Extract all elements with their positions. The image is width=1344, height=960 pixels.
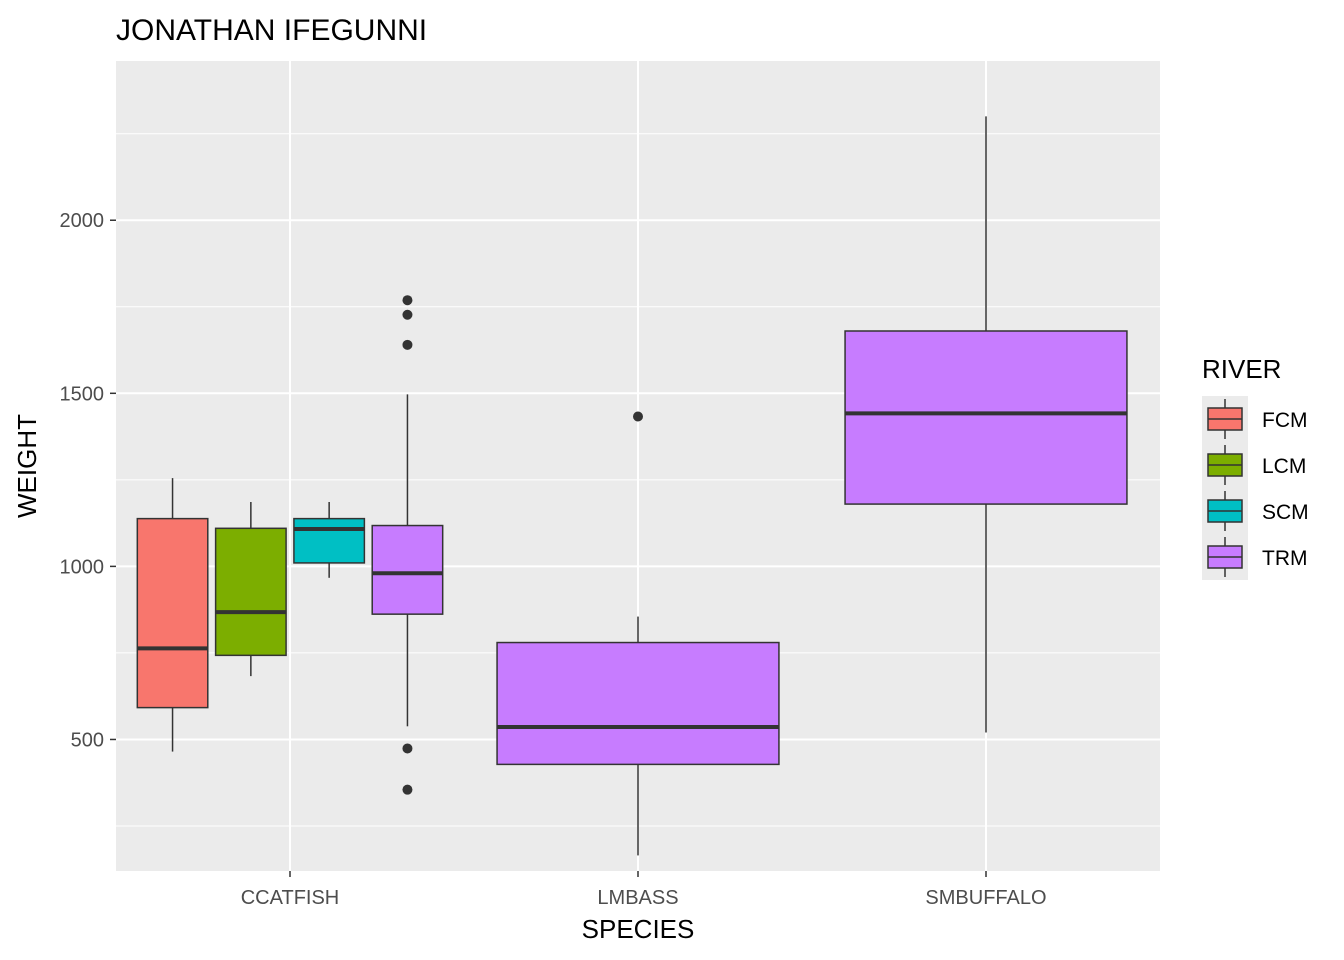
x-axis: CCATFISH LMBASS SMBUFFALO	[241, 871, 1047, 909]
y-tick-label: 1500	[60, 383, 105, 405]
box-ccatfish-lcm	[214, 502, 287, 677]
outlier-point	[402, 295, 413, 306]
box-ccatfish-scm	[293, 502, 366, 578]
legend-key-trm: TRM	[1202, 534, 1308, 580]
outlier-point	[402, 743, 413, 754]
legend-keys: FCM LCM SCM TRM	[1202, 396, 1309, 580]
chart-title: JONATHAN IFEGUNNI	[116, 14, 427, 47]
outlier-point	[402, 309, 413, 320]
box-iqr	[496, 641, 780, 766]
y-axis: 500 1000 1500 2000	[60, 210, 116, 751]
legend-key-scm: SCM	[1202, 488, 1309, 534]
x-tick-label: SMBUFFALO	[925, 887, 1046, 909]
box-iqr	[844, 330, 1128, 505]
legend-label: FCM	[1262, 409, 1308, 432]
box-iqr	[293, 517, 366, 564]
box-iqr	[371, 524, 444, 615]
x-tick-label: CCATFISH	[241, 887, 340, 909]
y-tick-label: 500	[71, 729, 104, 751]
legend-title: RIVER	[1202, 354, 1281, 384]
legend-label: LCM	[1262, 455, 1306, 478]
box-iqr	[136, 517, 209, 709]
outlier-point	[402, 339, 413, 350]
outlier-point	[633, 411, 643, 422]
legend-label: SCM	[1262, 501, 1309, 524]
box-lmbass-trm	[496, 411, 780, 856]
box-smbuffalo-trm	[844, 116, 1128, 733]
y-tick-label: 2000	[60, 210, 105, 232]
legend: RIVER FCM LCM SCM TRM	[1202, 354, 1309, 580]
outlier-point	[402, 784, 413, 795]
legend-label: TRM	[1262, 547, 1308, 570]
y-tick-label: 1000	[60, 556, 105, 578]
x-axis-title: SPECIES	[582, 914, 695, 944]
x-tick-label: LMBASS	[597, 887, 678, 909]
y-axis-title: WEIGHT	[12, 414, 42, 518]
box-ccatfish-trm	[371, 295, 444, 795]
box-ccatfish-fcm	[136, 478, 209, 752]
legend-key-lcm: LCM	[1202, 442, 1306, 488]
box-layer	[136, 116, 1128, 856]
legend-key-fcm: FCM	[1202, 396, 1308, 442]
box-iqr	[214, 527, 287, 657]
